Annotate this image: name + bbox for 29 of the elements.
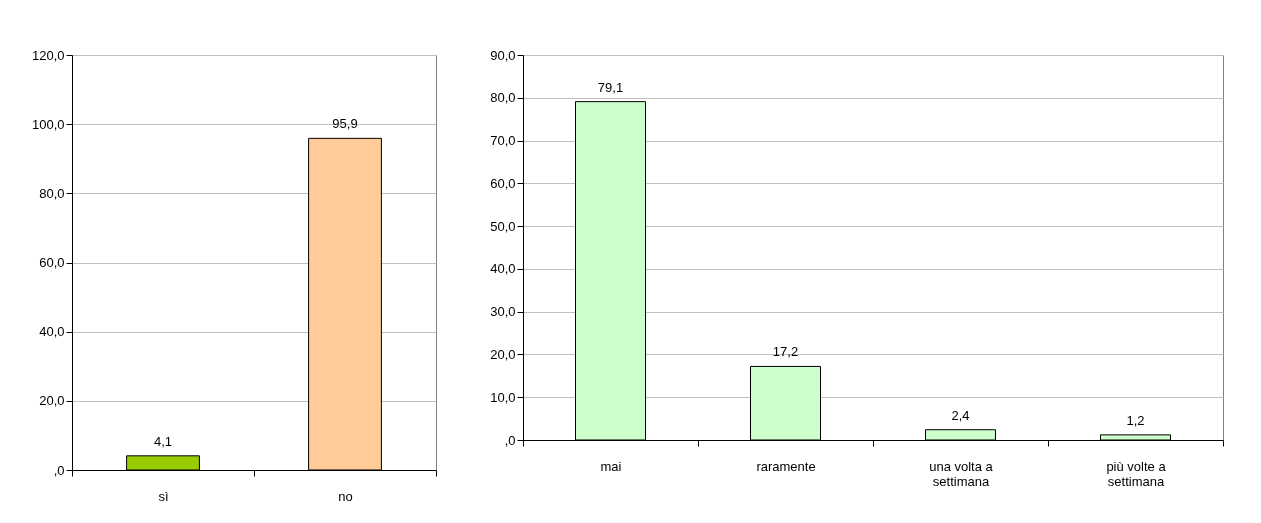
- y-tick-label: 10,0: [490, 389, 516, 405]
- y-tick-label: 120,0: [31, 47, 65, 63]
- x-tick-label: più volte a settimana: [1106, 458, 1167, 489]
- x-tick-label: mai: [600, 458, 622, 474]
- y-tick-label: 30,0: [490, 304, 516, 320]
- data-label: 95,9: [332, 116, 358, 132]
- y-tick-label: 70,0: [490, 133, 516, 149]
- y-tick-label: 80,0: [39, 185, 65, 201]
- x-tick-label: sì: [158, 488, 169, 504]
- data-label: 17,2: [772, 344, 799, 360]
- data-label: 79,1: [597, 79, 624, 95]
- y-tick-label: 40,0: [39, 324, 65, 340]
- y-tick-label: 80,0: [490, 90, 516, 106]
- y-tick-label: ,0: [53, 462, 65, 478]
- x-tick-label: raramente: [756, 458, 816, 474]
- y-tick-label: 60,0: [39, 255, 65, 270]
- y-tick-label: 60,0: [490, 175, 516, 191]
- x-tick-label: una volta a settimana: [929, 458, 994, 489]
- y-tick-label: 20,0: [39, 393, 65, 409]
- y-tick-label: ,0: [504, 432, 516, 448]
- data-label: 1,2: [1126, 412, 1145, 428]
- x-tick-label: no: [338, 488, 353, 504]
- data-label: 2,4: [951, 407, 970, 423]
- y-tick-label: 40,0: [490, 261, 516, 277]
- data-label: 4,1: [153, 433, 173, 449]
- y-tick-label: 20,0: [490, 346, 516, 362]
- y-tick-label: 50,0: [490, 218, 516, 234]
- y-tick-label: 90,0: [490, 47, 516, 63]
- y-tick-label: 100,0: [31, 116, 65, 132]
